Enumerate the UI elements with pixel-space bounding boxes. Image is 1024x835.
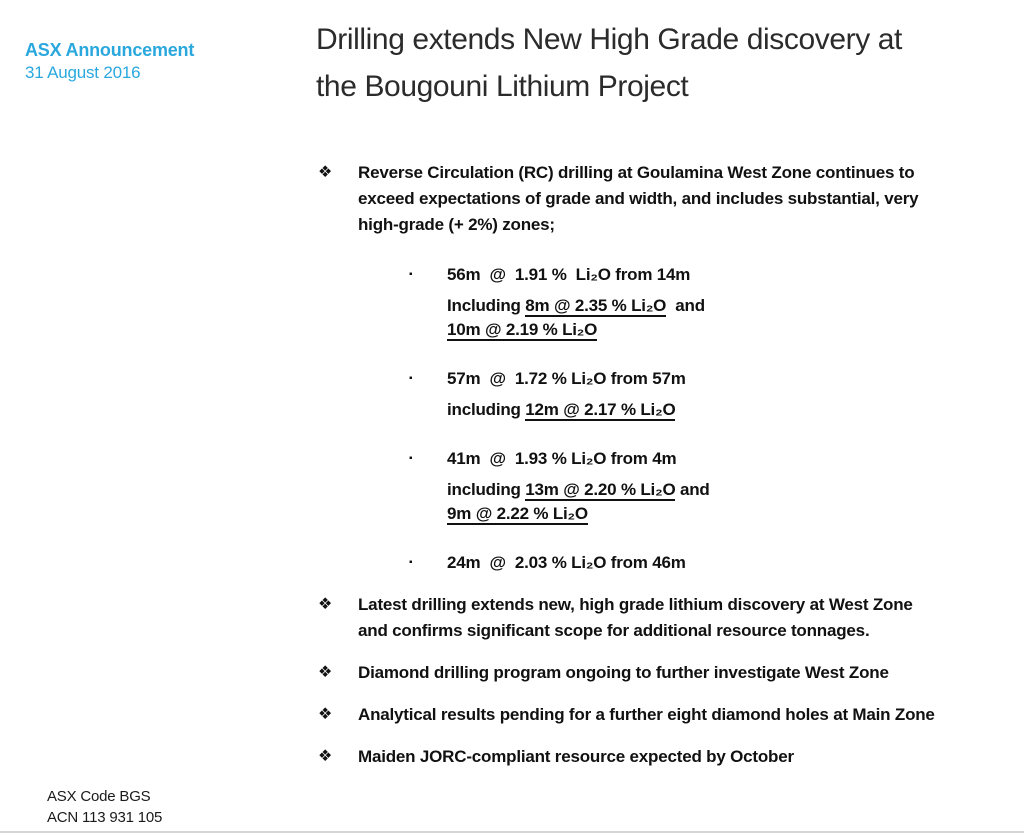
bullet-item: ❖ Reverse Circulation (RC) drilling at Go…	[318, 160, 980, 576]
announcement-date: 31 August 2016	[25, 63, 141, 82]
detail-text: including	[447, 400, 526, 419]
diamond-bullet-icon: ❖	[318, 164, 333, 181]
drill-result-item: ▪ 56m @ 1.91 % Li₂O from 14m Including 8m …	[358, 262, 980, 342]
bullet-text: Analytical results pending for a further…	[358, 705, 935, 724]
detail-text: and	[666, 296, 705, 315]
detail-text: Including	[447, 296, 526, 315]
drill-result-detail: Including 8m @ 2.35 % Li₂O and 10m @ 2.19…	[447, 294, 980, 342]
announcement-label: ASX Announcement	[25, 40, 195, 60]
bullet-item: ❖ Analytical results pending for a furthe…	[318, 702, 980, 728]
drill-result-headline: 41m @ 1.93 % Li₂O from 4m	[447, 449, 677, 468]
page-title: Drilling extends New High Grade discover…	[316, 16, 902, 110]
drill-result-item: ▪ 57m @ 1.72 % Li₂O from 57m including 12m…	[358, 366, 980, 422]
square-bullet-icon: ▪	[409, 557, 413, 568]
bullet-text: Maiden JORC-compliant resource expected …	[358, 747, 794, 766]
drill-result-detail: including 13m @ 2.20 % Li₂O and 9m @ 2.22…	[447, 478, 980, 526]
announcement-header: ASX Announcement 31 August 2016	[25, 39, 194, 84]
title-line-1: Drilling extends New High Grade discover…	[316, 23, 902, 56]
bullet-text: Latest drilling extends new, high grade …	[358, 595, 918, 640]
underlined-interval: 12m @ 2.17 % Li₂O	[525, 400, 676, 421]
bullet-text: Diamond drilling program ongoing to furt…	[358, 663, 889, 682]
page-bottom-divider	[0, 831, 1024, 833]
square-bullet-icon: ▪	[409, 269, 413, 280]
underlined-interval: 13m @ 2.20 % Li₂O	[525, 480, 676, 501]
drill-result-headline: 24m @ 2.03 % Li₂O from 46m	[447, 553, 686, 572]
title-line-2: the Bougouni Lithium Project	[316, 70, 689, 103]
underlined-interval: 8m @ 2.35 % Li₂O	[525, 296, 667, 317]
square-bullet-icon: ▪	[409, 373, 413, 384]
drill-result-headline: 56m @ 1.91 % Li₂O from 14m	[447, 265, 691, 284]
bullet-text: Reverse Circulation (RC) drilling at Gou…	[358, 163, 923, 234]
diamond-bullet-icon: ❖	[318, 664, 333, 681]
drill-result-detail: including 12m @ 2.17 % Li₂O	[447, 398, 980, 422]
drill-results-list: ▪ 56m @ 1.91 % Li₂O from 14m Including 8m …	[358, 262, 980, 576]
drill-result-item: ▪ 24m @ 2.03 % Li₂O from 46m	[358, 550, 980, 576]
detail-text: including	[447, 480, 526, 499]
diamond-bullet-icon: ❖	[318, 748, 333, 765]
company-codes: ASX Code BGS ACN 113 931 105	[47, 786, 162, 828]
drill-result-item: ▪ 41m @ 1.93 % Li₂O from 4m including 13m …	[358, 446, 980, 526]
bullet-item: ❖ Maiden JORC-compliant resource expected…	[318, 744, 980, 770]
acn-number: ACN 113 931 105	[47, 809, 163, 826]
diamond-bullet-icon: ❖	[318, 706, 333, 723]
highlights-section: ❖ Reverse Circulation (RC) drilling at Go…	[318, 160, 980, 770]
detail-text: and	[675, 480, 710, 499]
diamond-bullet-icon: ❖	[318, 596, 333, 613]
bullet-item: ❖ Diamond drilling program ongoing to fur…	[318, 660, 980, 686]
square-bullet-icon: ▪	[409, 453, 413, 464]
asx-code: ASX Code BGS	[47, 788, 151, 805]
drill-result-headline: 57m @ 1.72 % Li₂O from 57m	[447, 369, 686, 388]
bullet-item: ❖ Latest drilling extends new, high grade…	[318, 592, 980, 644]
highlights-list: ❖ Reverse Circulation (RC) drilling at Go…	[318, 160, 980, 770]
underlined-interval: 9m @ 2.22 % Li₂O	[447, 504, 588, 525]
underlined-interval: 10m @ 2.19 % Li₂O	[447, 320, 598, 341]
